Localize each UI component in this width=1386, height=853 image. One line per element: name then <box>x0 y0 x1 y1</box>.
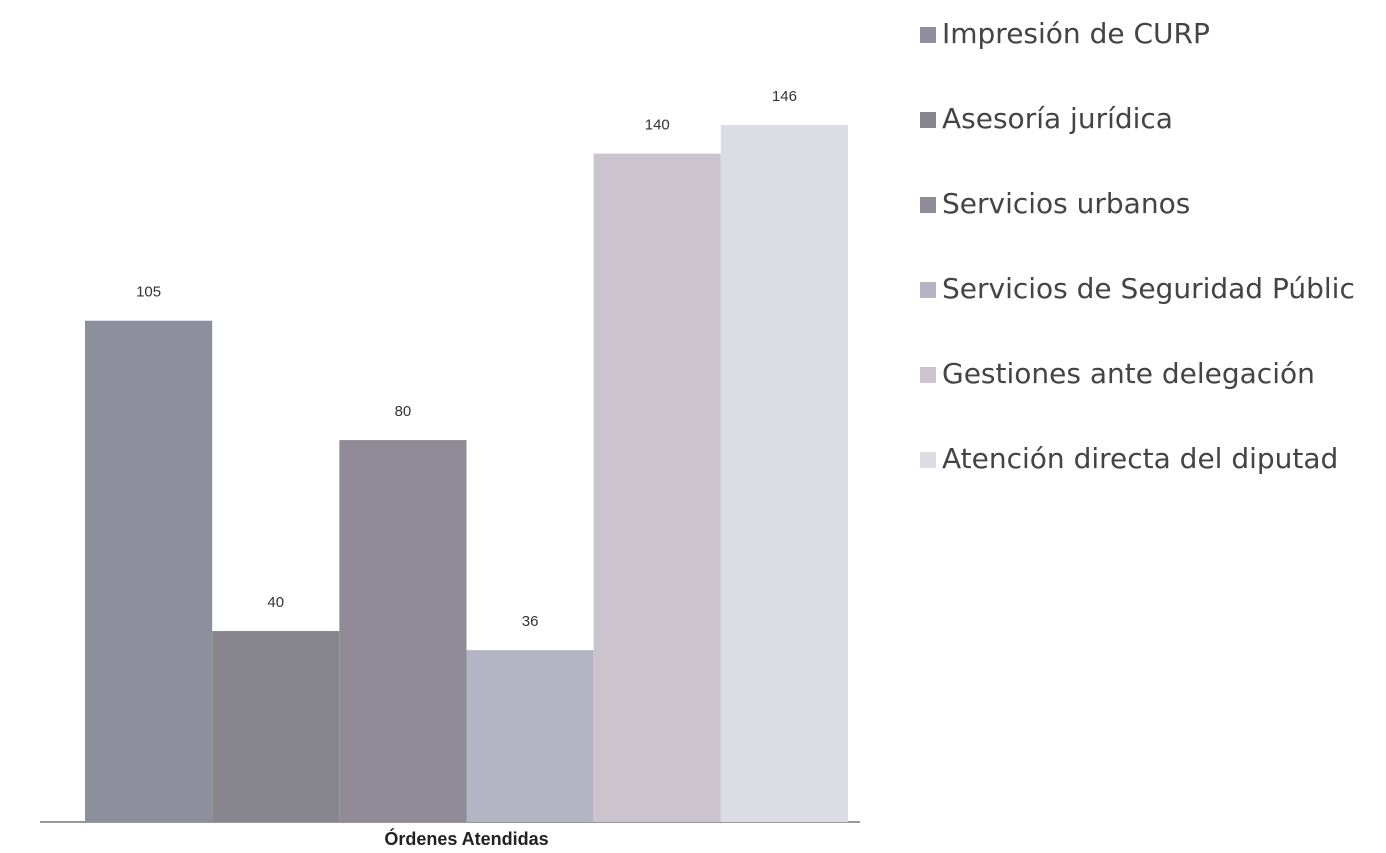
bar <box>720 125 848 822</box>
x-tick-label: Órdenes Atendidas <box>384 828 548 849</box>
legend-label: Servicios urbanos <box>942 187 1190 220</box>
bar <box>85 320 213 822</box>
legend-swatch <box>920 452 936 468</box>
legend-label: Asesoría jurídica <box>942 102 1173 135</box>
legend-swatch <box>920 367 936 383</box>
legend-swatch <box>920 282 936 298</box>
bar <box>593 153 721 823</box>
legend-label: Servicios de Seguridad Públic <box>942 272 1355 305</box>
data-label: 80 <box>395 403 412 420</box>
legend-swatch <box>920 197 936 213</box>
data-label: 140 <box>645 117 670 134</box>
legend-label: Gestiones ante delegación <box>942 357 1315 390</box>
data-label: 146 <box>772 88 797 105</box>
bar <box>339 440 467 822</box>
data-label: 36 <box>522 613 539 630</box>
bar <box>466 650 594 822</box>
data-label: 105 <box>136 284 161 301</box>
bar <box>212 631 340 822</box>
legend-swatch <box>920 27 936 43</box>
legend-swatch <box>920 112 936 128</box>
legend-label: Impresión de CURP <box>942 17 1210 50</box>
data-label: 40 <box>267 594 284 611</box>
legend-label: Atención directa del diputad <box>942 442 1338 475</box>
